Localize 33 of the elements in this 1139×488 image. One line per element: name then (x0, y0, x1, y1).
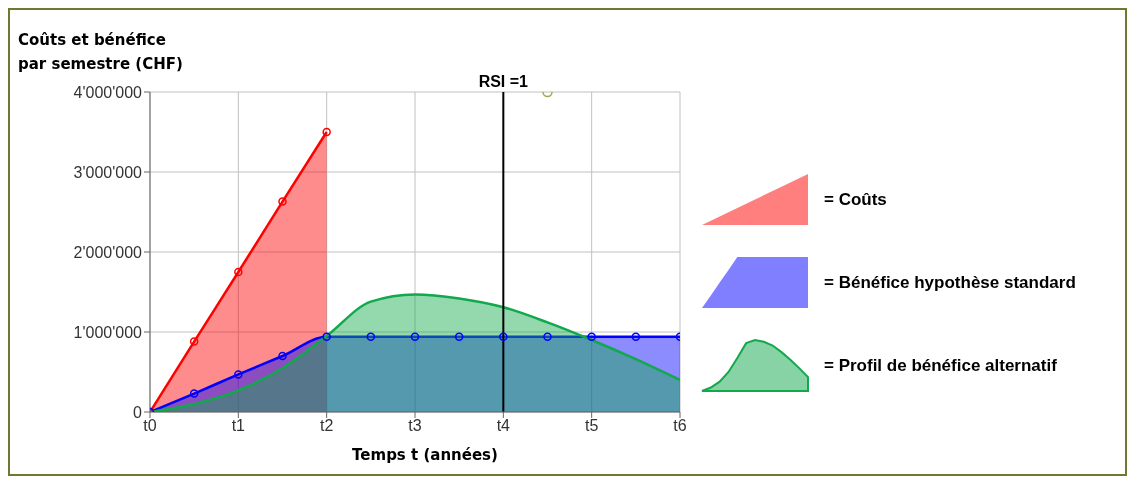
text: = Coûts (824, 189, 887, 210)
point (587, 332, 596, 342)
point (189, 337, 199, 346)
y-tick-label: 0 (133, 403, 143, 421)
x-tick-label: t2 (319, 417, 334, 435)
point (322, 332, 331, 342)
ref-line-label: RSI =1 (478, 73, 529, 90)
text: = Profil de bénéfice alternatif (824, 355, 1057, 376)
y-tick-label: 4'000'000 (73, 83, 143, 101)
x-tick-label: t5 (584, 417, 599, 435)
point (234, 267, 243, 277)
point (278, 197, 287, 206)
point (234, 370, 243, 379)
point (543, 332, 552, 342)
x-tick-label: t0 (143, 417, 157, 435)
point (499, 332, 508, 342)
y-tick-label: 3'000'000 (73, 163, 143, 181)
point (189, 389, 199, 398)
point (366, 332, 376, 342)
x-tick-label: t6 (673, 417, 687, 435)
x-tick-label: t1 (231, 417, 246, 435)
point (410, 332, 420, 342)
y-tick-label: 1'000'000 (73, 323, 143, 341)
point (454, 332, 464, 342)
point (322, 127, 331, 137)
text: = Bénéfice hypothèse standard (824, 272, 1076, 293)
x-tick-label: t3 (408, 417, 422, 435)
point (278, 351, 287, 361)
y-axis-title: Coûts et bénéfice par semestre (CHF) (18, 30, 183, 75)
x-tick-label: t4 (496, 417, 511, 435)
x-axis-title: Temps t (années) (351, 446, 499, 464)
y-tick-label: 2'000'000 (73, 243, 143, 261)
point (631, 332, 641, 342)
